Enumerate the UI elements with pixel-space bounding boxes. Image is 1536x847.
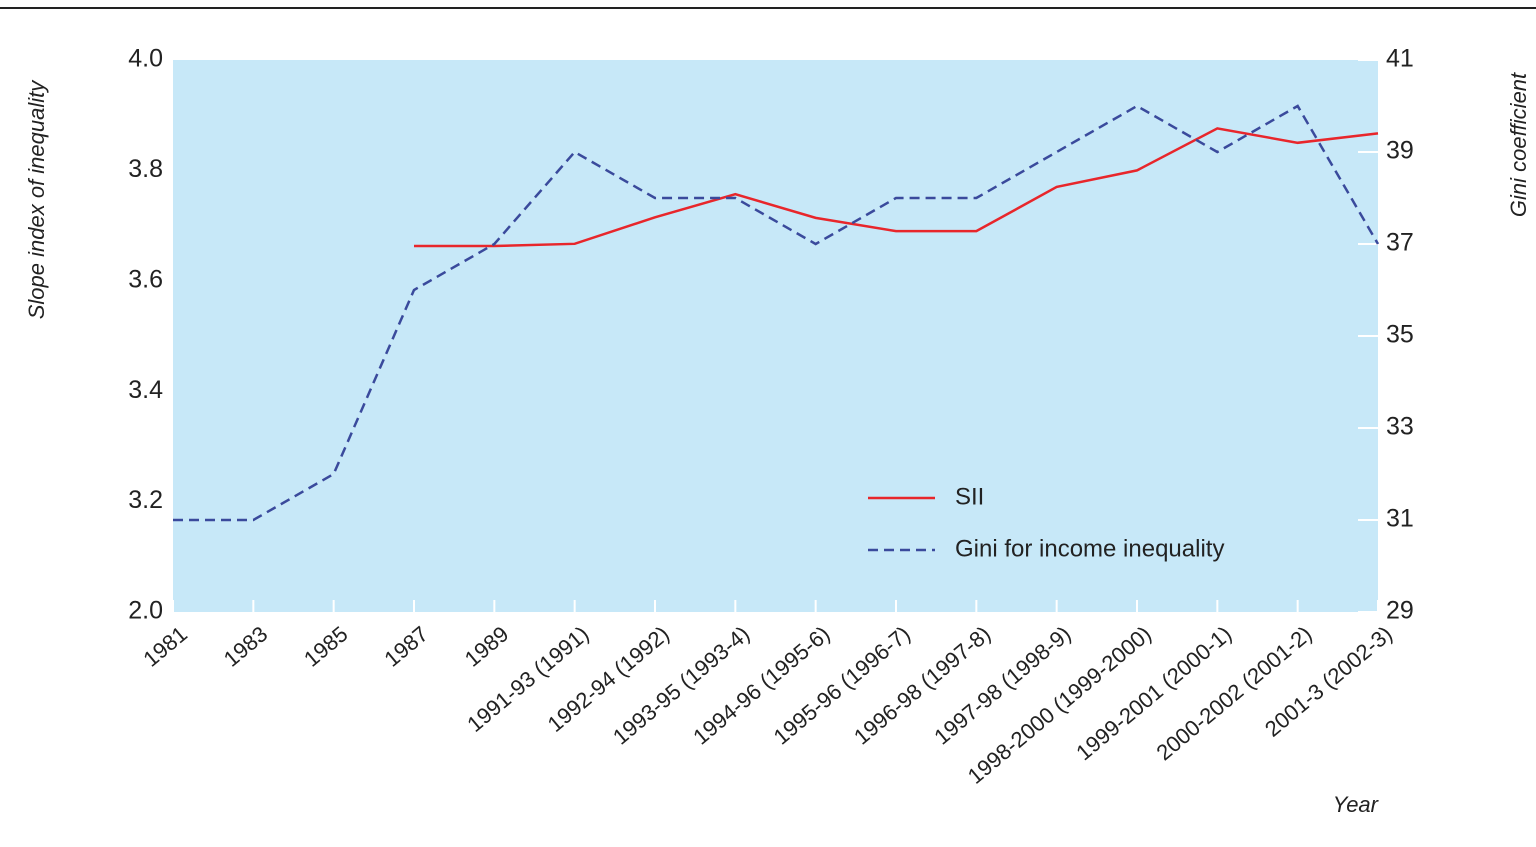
x-tick-label: 1995-96 (1996-7) <box>769 621 915 749</box>
y2-tick-label: 39 <box>1386 137 1414 165</box>
x-tick-label: 1989 <box>460 621 514 672</box>
y2-tick-label: 41 <box>1386 45 1414 73</box>
y2-tick-label: 33 <box>1386 413 1414 441</box>
x-tick-label: 1996-98 (1997-8) <box>849 621 995 749</box>
x-axis-title: Year <box>1333 792 1380 817</box>
y-tick-label: 3.4 <box>128 376 163 404</box>
series-line <box>414 127 1379 248</box>
x-tick-label: 1987 <box>379 621 433 672</box>
y2-axis-title: Gini coefficient <box>1506 72 1531 217</box>
legend-label: SII <box>955 483 984 510</box>
x-tick-label: 1985 <box>299 621 353 672</box>
y-tick-label: 3.2 <box>128 486 163 514</box>
legend-label: Gini for income inequality <box>955 535 1224 562</box>
y2-tick-label: 35 <box>1386 321 1414 349</box>
y2-tick-label: 31 <box>1386 505 1414 533</box>
y-tick-label: 4.0 <box>128 45 163 73</box>
x-tick-label: 1997-98 (1998-9) <box>929 621 1075 749</box>
y-axis-title: Slope index of inequality <box>24 79 49 319</box>
x-tick-label: 1983 <box>219 621 273 672</box>
x-tick-label: 1993-95 (1993-4) <box>608 621 754 749</box>
y2-tick-label: 37 <box>1386 229 1414 257</box>
x-tick-label: 2000-2002 (2001-2) <box>1152 621 1317 765</box>
x-tick-label: 1981 <box>138 621 192 672</box>
y2-tick-label: 29 <box>1386 597 1414 625</box>
y-tick-label: 3.8 <box>128 155 163 183</box>
y-tick-label: 3.6 <box>128 265 163 293</box>
series-line <box>173 104 1380 522</box>
plot-area <box>173 60 1378 612</box>
x-tick-label: 1994-96 (1995-6) <box>688 621 834 749</box>
y-tick-label: 2.0 <box>128 597 163 625</box>
